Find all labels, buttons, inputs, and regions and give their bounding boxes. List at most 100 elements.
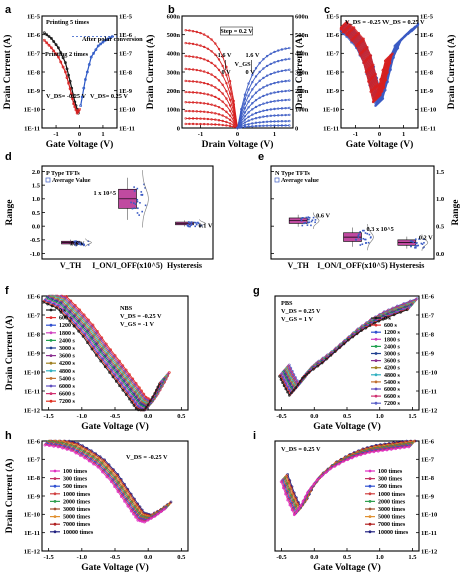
series-line-b bbox=[185, 42, 238, 129]
series-point-b bbox=[203, 122, 206, 126]
series-point-f bbox=[134, 407, 138, 410]
series-point-b bbox=[243, 111, 247, 114]
y-tick-label-a: 1E-6 bbox=[27, 32, 41, 39]
series-point-c bbox=[366, 45, 369, 49]
series-point-b bbox=[206, 102, 210, 106]
data-point-d bbox=[140, 194, 142, 196]
series-point-i bbox=[350, 456, 354, 460]
annotation-h: V_DS = -0.25 V bbox=[126, 454, 168, 461]
x-tick-label-g: 1.0 bbox=[376, 413, 384, 420]
legend-label-h: 5000 times bbox=[63, 515, 91, 521]
data-point-e bbox=[358, 233, 360, 236]
series-point-b bbox=[251, 122, 254, 125]
series-point-g bbox=[381, 317, 385, 321]
legend-label-g: 5400 s bbox=[384, 380, 401, 386]
series-point-b bbox=[265, 120, 269, 123]
legend-marker-h bbox=[53, 522, 57, 526]
series-line-b bbox=[237, 107, 290, 129]
series-point-h bbox=[74, 451, 78, 455]
series-point-b bbox=[247, 119, 250, 122]
y-tick-label-c: 1E-6 bbox=[420, 32, 434, 39]
series-point-b bbox=[243, 102, 247, 105]
y-tick-label-h: 1E-9 bbox=[27, 493, 41, 500]
data-point-d bbox=[81, 243, 83, 245]
series-point-b bbox=[262, 120, 265, 124]
series-point-b bbox=[206, 82, 210, 86]
series-point-h bbox=[101, 470, 104, 474]
annotation-a: V_DS= -0.25 V bbox=[46, 93, 86, 100]
series-point-b bbox=[217, 119, 221, 122]
series-point-a bbox=[64, 61, 67, 65]
series-point-b bbox=[184, 117, 187, 120]
series-point-i bbox=[355, 454, 358, 458]
legend-label-f: 0 s bbox=[59, 308, 67, 314]
legend-label-h: 1000 times bbox=[63, 492, 91, 498]
series-point-b bbox=[184, 90, 187, 94]
series-point-b bbox=[280, 69, 284, 73]
series-point-h bbox=[143, 520, 146, 524]
series-point-b bbox=[273, 124, 276, 127]
x-tick-label-g: 1.5 bbox=[408, 413, 417, 420]
series-point-f bbox=[64, 315, 67, 319]
series-point-c bbox=[414, 25, 417, 28]
x-tick-label-i: 0.5 bbox=[343, 554, 352, 561]
series-point-b bbox=[214, 118, 217, 121]
y-tick-label-i: 1E-11 bbox=[421, 530, 437, 537]
series-point-a bbox=[69, 92, 73, 96]
series-point-b bbox=[288, 89, 291, 92]
series-point-i bbox=[359, 453, 363, 457]
legend-label-g: 0 s bbox=[384, 316, 392, 322]
series-point-i bbox=[279, 480, 283, 484]
y-tick-label-a: 1E-8 bbox=[119, 69, 133, 76]
data-point-e bbox=[366, 232, 369, 235]
data-point-d bbox=[190, 223, 193, 226]
y-tick-label-g: 1E-11 bbox=[421, 388, 437, 395]
panel-letter-a: a bbox=[5, 4, 12, 16]
series-point-a bbox=[57, 55, 60, 59]
series-point-c bbox=[396, 46, 400, 50]
series-line-g bbox=[279, 309, 408, 397]
series-point-b bbox=[210, 94, 213, 97]
series-line-b bbox=[237, 58, 290, 129]
series-point-f bbox=[158, 382, 161, 386]
y-tick-label-b: 500n bbox=[167, 32, 181, 39]
series-point-i bbox=[303, 495, 307, 499]
legend-marker-h bbox=[53, 515, 57, 518]
legend-label-f: 1200 s bbox=[59, 323, 76, 329]
series-point-g bbox=[281, 381, 284, 384]
series-point-a bbox=[85, 70, 89, 74]
series-point-b bbox=[188, 67, 191, 71]
y-tick-label-c: 1E-6 bbox=[326, 32, 340, 39]
series-point-b bbox=[225, 124, 228, 127]
series-point-b bbox=[210, 38, 213, 41]
data-point-e bbox=[305, 216, 308, 219]
x-tick-label-g: 0.0 bbox=[310, 413, 318, 420]
series-point-i bbox=[333, 465, 336, 468]
series-point-f bbox=[41, 300, 45, 304]
series-point-b bbox=[199, 69, 202, 72]
series-point-b bbox=[188, 29, 191, 32]
series-point-i bbox=[381, 449, 384, 452]
data-point-e bbox=[301, 224, 304, 227]
legend-label-f: 1800 s bbox=[59, 331, 76, 337]
series-point-b bbox=[214, 112, 217, 115]
panel-letter-h: h bbox=[5, 430, 12, 442]
y-tick-label-b: 0 bbox=[295, 125, 298, 132]
series-point-b bbox=[225, 120, 228, 124]
series-point-b bbox=[214, 104, 217, 107]
series-point-b bbox=[280, 120, 284, 123]
data-point-d bbox=[74, 241, 77, 243]
series-point-c bbox=[405, 32, 409, 36]
series-point-b bbox=[191, 101, 195, 104]
legend-marker-i bbox=[368, 530, 372, 534]
y-tick-label-a: 1E-9 bbox=[119, 88, 133, 95]
series-point-i bbox=[324, 471, 328, 474]
series-point-f bbox=[151, 395, 154, 399]
series-point-h bbox=[113, 485, 116, 488]
series-line-b bbox=[185, 29, 238, 129]
series-line-b bbox=[185, 123, 238, 129]
series-point-b bbox=[195, 56, 199, 59]
x-tick-label-h: -1.0 bbox=[77, 554, 87, 561]
series-point-h bbox=[146, 518, 150, 522]
y-tick-label-d: 0.5 bbox=[32, 210, 41, 217]
